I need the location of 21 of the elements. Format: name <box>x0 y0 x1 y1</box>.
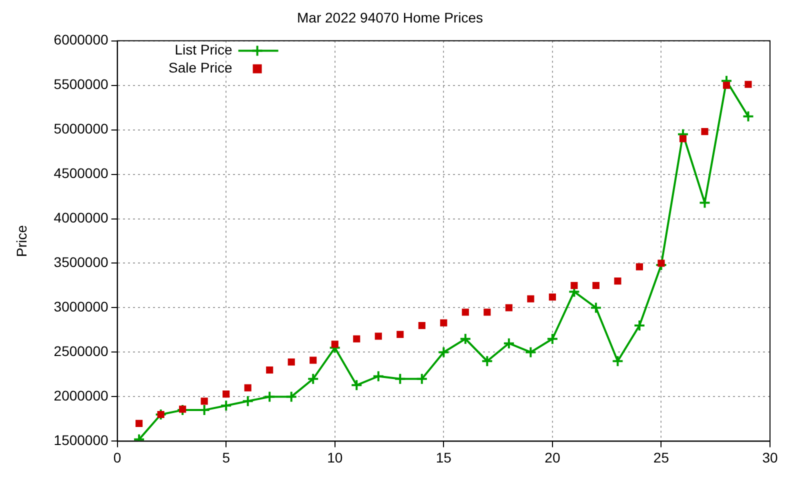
y-tick-label: 2000000 <box>54 388 109 404</box>
y-tick-label: 2500000 <box>54 343 109 360</box>
legend-label: List Price <box>174 42 233 58</box>
y-tick-label: 5500000 <box>54 76 109 92</box>
y-tick-label: 4500000 <box>54 165 109 182</box>
legend-label: Sale Price <box>168 60 233 76</box>
y-axis-title: Price <box>13 224 30 257</box>
y-tick-label: 5000000 <box>54 120 109 137</box>
x-tick-label: 10 <box>327 449 343 466</box>
y-tick-label: 1500000 <box>54 432 109 448</box>
y-tick-label: 3500000 <box>54 254 109 270</box>
x-tick-label: 5 <box>222 449 230 466</box>
x-tick-label: 25 <box>653 449 670 466</box>
x-tick-label: 15 <box>436 449 452 466</box>
chart-title: Mar 2022 94070 Home Prices <box>297 9 483 26</box>
x-tick-label: 0 <box>113 449 122 466</box>
y-tick-label: 4000000 <box>54 210 109 226</box>
x-tick-label: 20 <box>544 449 560 466</box>
y-tick-label: 6000000 <box>54 32 109 48</box>
y-tick-label: 3000000 <box>54 298 109 315</box>
x-tick-label: 30 <box>762 449 778 466</box>
